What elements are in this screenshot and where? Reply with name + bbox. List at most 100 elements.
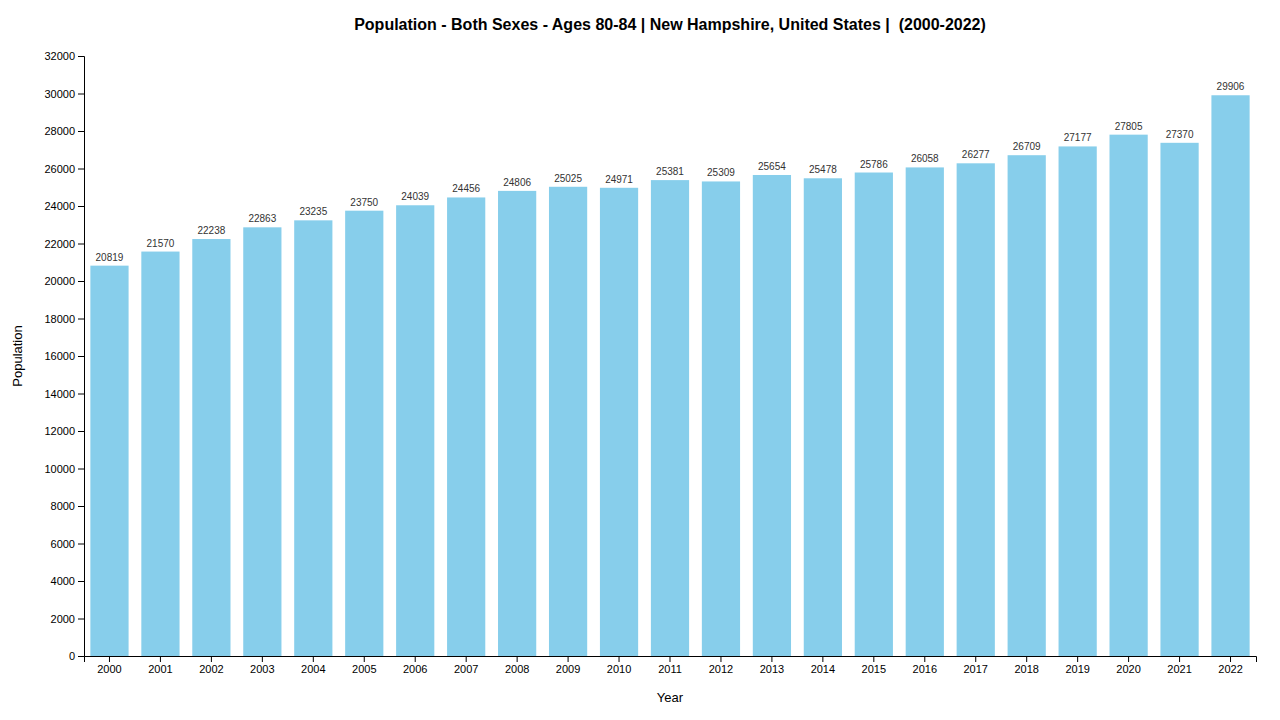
y-tick-label: 22000: [44, 238, 75, 250]
bar: [549, 187, 587, 656]
y-tick: 10000: [44, 463, 84, 475]
x-tick: 2021: [1167, 656, 1191, 675]
data-label: 24039: [401, 191, 429, 202]
x-tick-label: 2011: [658, 663, 682, 675]
y-tick-mark: [78, 619, 84, 620]
x-tick-label: 2000: [97, 663, 121, 675]
x-tick-label: 2017: [963, 663, 987, 675]
x-tick: 2010: [607, 656, 631, 675]
x-tick-label: 2015: [862, 663, 886, 675]
x-tick-mark: [109, 656, 110, 662]
x-tick-label: 2022: [1218, 663, 1242, 675]
data-label: 22863: [248, 213, 276, 224]
bar: [192, 239, 230, 656]
x-tick-label: 2021: [1167, 663, 1191, 675]
bars: [90, 95, 1249, 656]
x-tick: 2020: [1116, 656, 1140, 675]
y-tick-label: 14000: [44, 388, 75, 400]
y-axis-title: Population: [10, 325, 25, 386]
y-tick-label: 12000: [44, 425, 75, 437]
x-tick-mark: [466, 656, 467, 662]
data-label: 24971: [605, 174, 633, 185]
bar: [600, 188, 638, 656]
x-tick-mark: [364, 656, 365, 662]
data-label: 29906: [1217, 81, 1245, 92]
data-label: 25025: [554, 173, 582, 184]
x-tick: 2001: [148, 656, 172, 675]
bar: [1211, 95, 1249, 656]
x-tick: 2008: [505, 656, 529, 675]
y-tick: 6000: [51, 538, 84, 550]
y-tick: 4000: [51, 575, 84, 587]
data-label: 24456: [452, 183, 480, 194]
y-tick-mark: [78, 319, 84, 320]
data-label: 25381: [656, 166, 684, 177]
chart: 0200040006000800010000120001400016000180…: [0, 0, 1280, 720]
y-tick: 20000: [44, 275, 84, 287]
y-tick-mark: [78, 206, 84, 207]
bar: [906, 167, 944, 656]
bar: [1160, 143, 1198, 656]
y-tick-label: 2000: [51, 613, 75, 625]
y-tick: 32000: [44, 50, 84, 62]
y-tick: 16000: [44, 350, 84, 362]
x-tick-mark: [1128, 656, 1129, 662]
title: Population - Both Sexes - Ages 80-84 | N…: [354, 16, 986, 33]
data-labels: 2081921570222382286323235237502403924456…: [96, 81, 1245, 262]
x-tick: 2011: [658, 656, 682, 675]
x-tick-label: 2003: [250, 663, 274, 675]
y-tick-label: 10000: [44, 463, 75, 475]
y-tick-label: 8000: [51, 500, 75, 512]
x-tick-label: 2012: [709, 663, 733, 675]
data-label: 25309: [707, 167, 735, 178]
x-tick: 2017: [963, 656, 987, 675]
x-tick-mark: [1077, 656, 1078, 662]
x-tick-label: 2009: [556, 663, 580, 675]
x-tick-mark: [568, 656, 569, 662]
y-tick: 18000: [44, 313, 84, 325]
y-tick: 12000: [44, 425, 84, 437]
y-tick-label: 26000: [44, 163, 75, 175]
y-tick-mark: [78, 169, 84, 170]
x-tick-mark: [873, 656, 874, 662]
y-tick-mark: [78, 94, 84, 95]
data-label: 25478: [809, 164, 837, 175]
x-tick-label: 2016: [913, 663, 937, 675]
x-tick-mark: [720, 656, 721, 662]
y-tick-mark: [78, 56, 84, 57]
bar: [396, 205, 434, 656]
x-tick: 2002: [199, 656, 223, 675]
data-label: 25654: [758, 161, 786, 172]
x-tick: 2009: [556, 656, 580, 675]
x-tick: 2005: [352, 656, 376, 675]
bar: [141, 252, 179, 656]
data-label: 23750: [350, 197, 378, 208]
y-tick: 8000: [51, 500, 84, 512]
bar: [1110, 135, 1148, 656]
data-label: 21570: [147, 238, 175, 249]
bar: [804, 178, 842, 656]
bar: [294, 220, 332, 656]
x-tick-mark: [924, 656, 925, 662]
x-tick-label: 2007: [454, 663, 478, 675]
y-tick-label: 32000: [44, 50, 75, 62]
x-tick-mark: [1230, 656, 1231, 662]
x-tick-mark: [211, 656, 212, 662]
bar: [855, 173, 893, 656]
x-tick: 2019: [1065, 656, 1089, 675]
x-tick-mark: [1026, 656, 1027, 662]
x-tick-label: 2004: [301, 663, 325, 675]
x-axis-line: [85, 657, 1257, 663]
x-tick-label: 2014: [811, 663, 835, 675]
x-tick: 2013: [760, 656, 784, 675]
y-tick-mark: [78, 131, 84, 132]
x-tick: 2006: [403, 656, 427, 675]
data-label: 25786: [860, 159, 888, 170]
y-tick-mark: [78, 469, 84, 470]
y-tick-mark: [78, 394, 84, 395]
y-tick-mark: [78, 244, 84, 245]
x-axis-title: Year: [657, 690, 684, 705]
x-tick-mark: [313, 656, 314, 662]
data-label: 27370: [1166, 129, 1194, 140]
y-tick-label: 16000: [44, 350, 75, 362]
